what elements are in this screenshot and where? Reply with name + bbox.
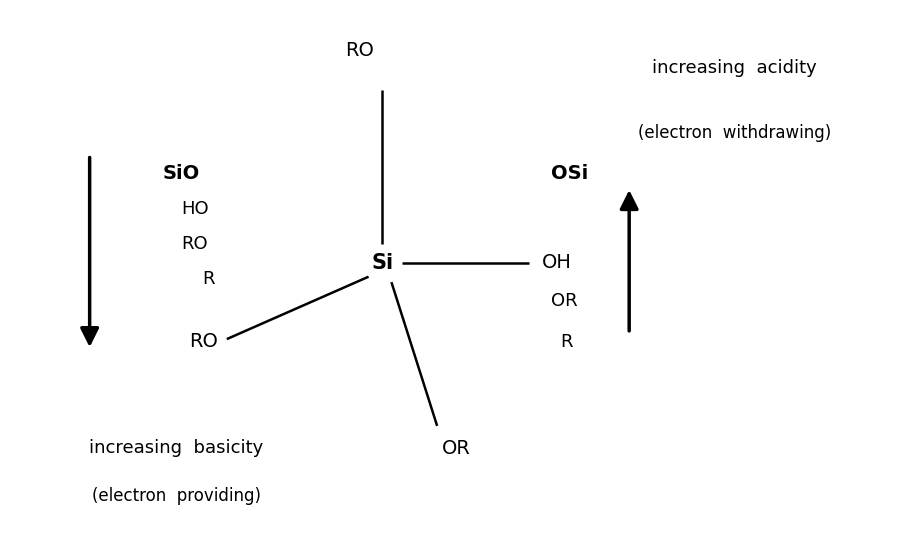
Text: OR: OR	[550, 292, 577, 310]
Text: OH: OH	[541, 253, 572, 272]
Text: (electron  withdrawing): (electron withdrawing)	[637, 124, 830, 142]
Text: RO: RO	[345, 41, 373, 60]
Text: RO: RO	[181, 235, 208, 253]
Text: OSi: OSi	[550, 164, 588, 183]
Text: OR: OR	[441, 439, 471, 459]
Text: increasing  basicity: increasing basicity	[89, 438, 264, 456]
Text: Si: Si	[370, 253, 393, 273]
Text: R: R	[202, 270, 214, 288]
Text: SiO: SiO	[163, 164, 199, 183]
Text: R: R	[560, 333, 573, 351]
Text: RO: RO	[188, 332, 218, 351]
Text: HO: HO	[181, 200, 209, 218]
Text: increasing  acidity: increasing acidity	[652, 59, 816, 77]
Text: (electron  providing): (electron providing)	[92, 487, 261, 505]
